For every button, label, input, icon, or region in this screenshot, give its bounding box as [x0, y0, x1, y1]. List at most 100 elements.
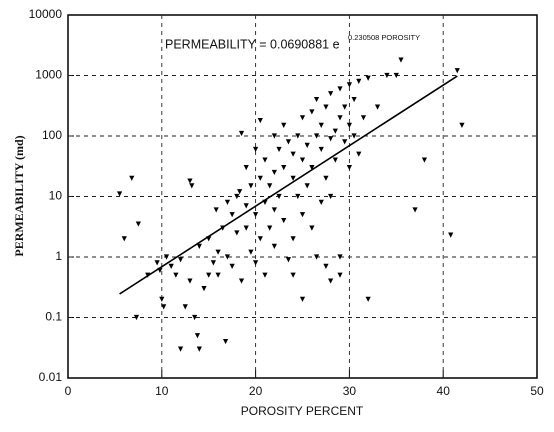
data-point	[234, 230, 240, 236]
x-tick-label: 40	[437, 384, 451, 398]
data-point	[337, 272, 343, 278]
data-point	[304, 183, 310, 189]
data-point	[159, 296, 165, 302]
data-point	[342, 104, 348, 110]
data-point	[177, 257, 184, 263]
data-point	[318, 146, 324, 153]
data-point	[318, 122, 324, 128]
data-point	[285, 139, 292, 145]
data-point	[328, 136, 334, 142]
data-point	[328, 278, 334, 284]
data-point	[177, 346, 184, 352]
data-point	[229, 212, 235, 218]
data-point	[168, 263, 174, 269]
data-point	[189, 183, 195, 189]
data-point	[309, 225, 315, 231]
x-axis-label: POROSITY PERCENT	[241, 404, 364, 418]
data-point	[281, 165, 287, 171]
data-point	[295, 193, 301, 200]
data-point	[129, 175, 135, 181]
data-point	[229, 263, 235, 269]
data-point	[173, 272, 179, 278]
x-tick-label: 50	[530, 384, 544, 398]
y-tick-label: 1000	[35, 68, 62, 82]
y-tick-label: 1	[55, 249, 62, 263]
data-point	[412, 207, 418, 213]
y-tick-label: 10000	[29, 7, 63, 21]
data-point	[365, 75, 371, 81]
data-point	[267, 225, 273, 231]
data-point	[238, 278, 245, 284]
data-point	[224, 254, 231, 260]
data-point	[318, 199, 324, 205]
data-point	[196, 346, 202, 352]
x-tick-label: 10	[155, 384, 169, 398]
data-point	[201, 286, 207, 292]
data-point	[332, 157, 338, 163]
data-point	[271, 243, 277, 249]
data-point	[313, 133, 320, 139]
data-point	[182, 304, 188, 310]
data-point	[210, 260, 216, 266]
data-point	[356, 78, 362, 84]
data-point	[285, 257, 292, 263]
data-point	[196, 243, 202, 249]
y-tick-label: 10	[49, 189, 63, 203]
data-point	[253, 212, 259, 218]
data-point	[161, 304, 167, 310]
data-point	[243, 165, 249, 171]
data-point	[337, 86, 343, 92]
data-point	[299, 157, 306, 163]
data-point	[213, 207, 219, 213]
data-point	[299, 115, 306, 121]
data-point	[299, 212, 306, 218]
data-point	[262, 272, 268, 278]
data-point	[271, 169, 277, 176]
data-point	[281, 217, 287, 224]
trend-line	[119, 75, 458, 295]
data-point	[421, 157, 428, 163]
annotation-exponent: 0.230508 POROSITY	[348, 33, 420, 42]
data-point	[323, 175, 329, 181]
data-point	[374, 104, 381, 110]
data-point	[323, 263, 329, 269]
data-point	[224, 199, 231, 205]
data-point	[238, 130, 245, 137]
data-point	[299, 296, 306, 302]
data-point	[248, 249, 254, 255]
data-point	[290, 272, 296, 278]
data-point	[243, 203, 249, 209]
y-tick-label: 100	[42, 128, 62, 142]
data-point	[351, 96, 357, 103]
data-point	[215, 249, 221, 255]
data-point	[253, 146, 259, 153]
data-point	[276, 146, 282, 153]
y-tick-label: 0.01	[39, 370, 63, 384]
data-point	[328, 91, 334, 97]
data-point	[192, 314, 198, 321]
data-point	[133, 314, 140, 321]
data-point	[346, 165, 352, 171]
data-point	[365, 296, 371, 302]
data-point	[290, 151, 296, 157]
x-tick-label: 30	[343, 384, 357, 398]
data-point	[257, 117, 263, 124]
data-point	[384, 72, 390, 79]
data-point	[337, 254, 343, 260]
annotation: PERMEABILITY = 0.0690881 e	[165, 37, 340, 51]
data-point	[187, 278, 193, 284]
data-point	[346, 122, 352, 128]
data-point	[257, 236, 263, 242]
data-point	[281, 122, 287, 128]
data-point	[398, 57, 404, 63]
data-point	[121, 236, 127, 242]
data-point	[215, 272, 221, 278]
data-point	[304, 142, 310, 148]
x-tick-label: 20	[249, 384, 263, 398]
data-point	[356, 151, 362, 157]
data-point	[342, 139, 348, 145]
data-point	[222, 338, 229, 345]
data-point	[309, 109, 315, 115]
